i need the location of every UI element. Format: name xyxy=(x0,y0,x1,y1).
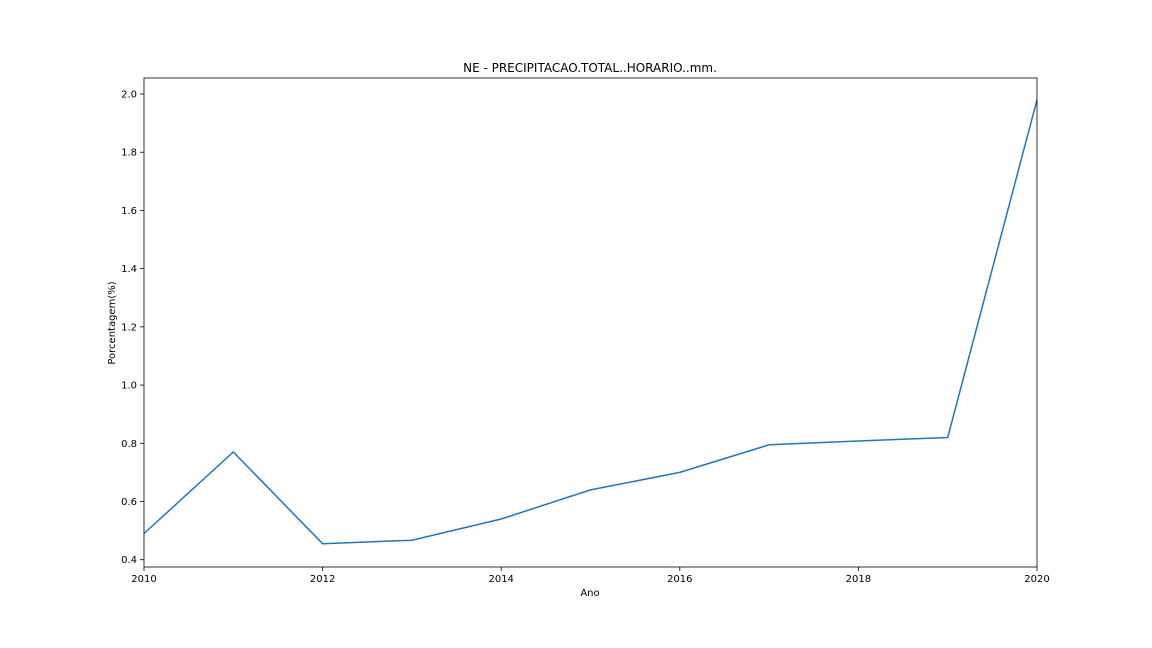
x-tick-label: 2012 xyxy=(310,574,335,585)
x-tick-label: 2018 xyxy=(846,574,871,585)
y-tick-label: 0.6 xyxy=(121,497,137,508)
y-tick-label: 0.8 xyxy=(121,439,137,450)
y-tick-label: 1.2 xyxy=(121,322,137,333)
y-tick-label: 1.8 xyxy=(121,148,137,159)
y-tick-label: 0.4 xyxy=(121,555,137,566)
y-axis-label: Porcentagem(%) xyxy=(107,281,118,364)
x-axis: 2010 2012 2014 2016 2018 2020 xyxy=(131,567,1050,585)
x-axis-label: Ano xyxy=(580,588,599,599)
y-axis: 0.4 0.6 0.8 1.0 1.2 1.4 1.6 1.8 2.0 xyxy=(121,90,144,566)
x-tick-label: 2014 xyxy=(488,574,513,585)
series-line xyxy=(143,99,1038,545)
y-tick-label: 1.0 xyxy=(121,381,137,392)
y-tick-label: 1.6 xyxy=(121,206,137,217)
y-tick-label: 2.0 xyxy=(121,90,137,101)
chart-title: NE - PRECIPITACAO.TOTAL..HORARIO..mm. xyxy=(463,61,717,75)
plot-area xyxy=(143,77,1038,568)
y-tick-label: 1.4 xyxy=(121,264,137,275)
x-tick-label: 2020 xyxy=(1024,574,1049,585)
plot-frame xyxy=(143,77,1038,568)
x-tick-label: 2016 xyxy=(667,574,692,585)
x-tick-label: 2010 xyxy=(131,574,156,585)
